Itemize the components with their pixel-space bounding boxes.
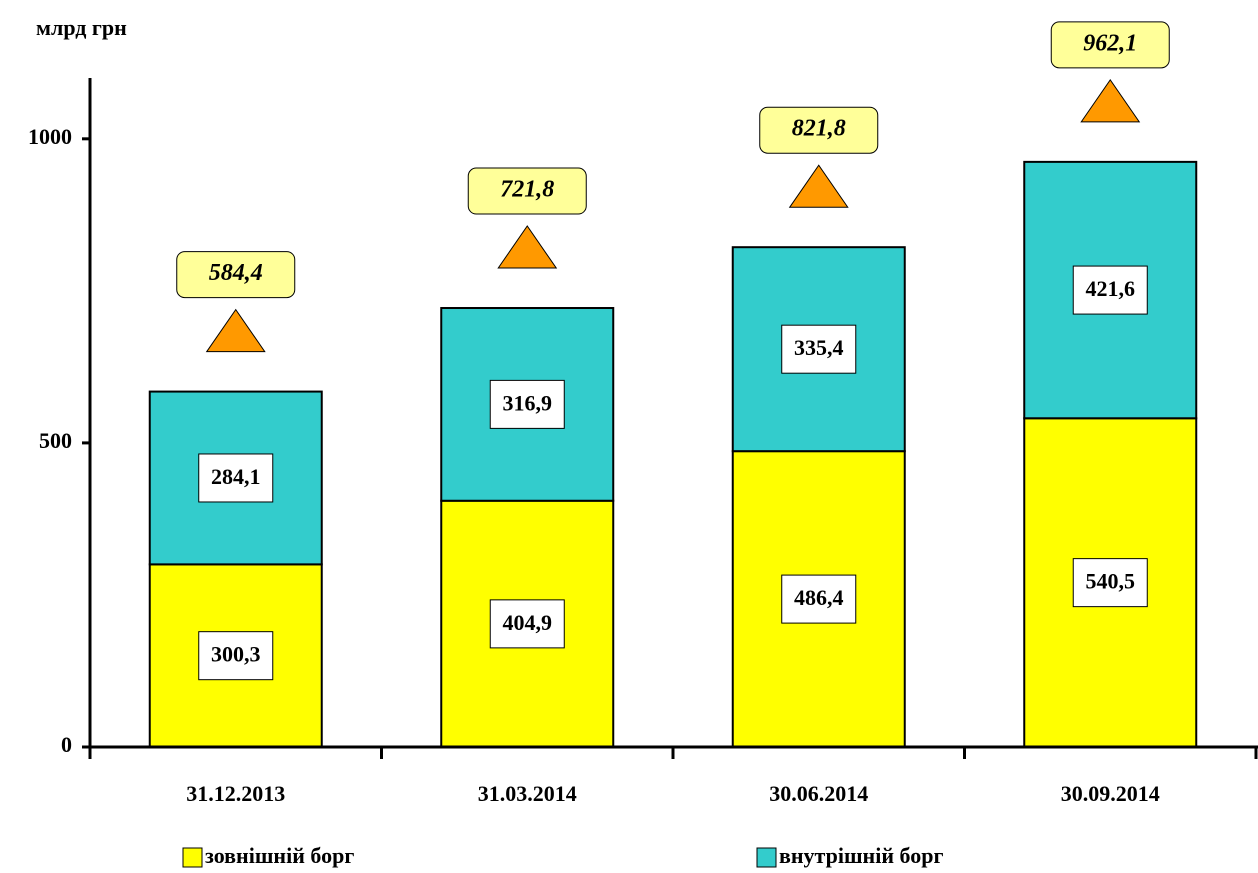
total-marker: [497, 225, 558, 269]
legend-label: зовнішній борг: [205, 843, 354, 868]
value-label: 540,5: [1086, 569, 1136, 594]
x-tick-label: 30.09.2014: [1061, 781, 1160, 806]
total-label: 962,1: [1083, 30, 1137, 56]
total-marker: [788, 164, 849, 208]
value-label-box: [1072, 265, 1148, 315]
value-label-box: [781, 574, 857, 624]
y-tick-label: 0: [61, 732, 72, 757]
x-tick-label: 30.06.2014: [769, 781, 868, 806]
total-label-box: [467, 167, 587, 215]
value-label-box: [489, 379, 565, 429]
value-label: 335,4: [794, 335, 844, 360]
value-label-box: [489, 599, 565, 649]
x-tick-label: 31.12.2013: [186, 781, 285, 806]
y-tick-label: 500: [39, 428, 72, 453]
value-label: 404,9: [503, 610, 553, 635]
total-label-box: [759, 106, 879, 154]
total-label: 821,8: [792, 116, 846, 142]
total-marker: [1080, 78, 1141, 123]
value-label: 284,1: [211, 464, 261, 489]
value-label-box: [198, 631, 274, 681]
value-label: 316,9: [503, 390, 553, 415]
value-label: 486,4: [794, 585, 844, 610]
total-label: 584,4: [209, 260, 263, 286]
value-label: 421,6: [1086, 276, 1136, 301]
x-tick-label: 31.03.2014: [478, 781, 577, 806]
legend-swatch: [756, 847, 777, 868]
y-axis-label: млрд грн: [36, 15, 127, 40]
total-label-box: [176, 251, 296, 299]
value-label: 300,3: [211, 642, 261, 667]
legend-label: внутрішній борг: [779, 843, 943, 868]
total-label: 721,8: [500, 177, 554, 203]
value-label-box: [198, 453, 274, 503]
value-label-box: [1072, 558, 1148, 608]
value-label-box: [781, 324, 857, 374]
total-marker: [205, 308, 266, 353]
total-label-box: [1050, 21, 1170, 69]
y-tick-label: 1000: [28, 124, 72, 149]
legend-swatch: [182, 847, 203, 868]
